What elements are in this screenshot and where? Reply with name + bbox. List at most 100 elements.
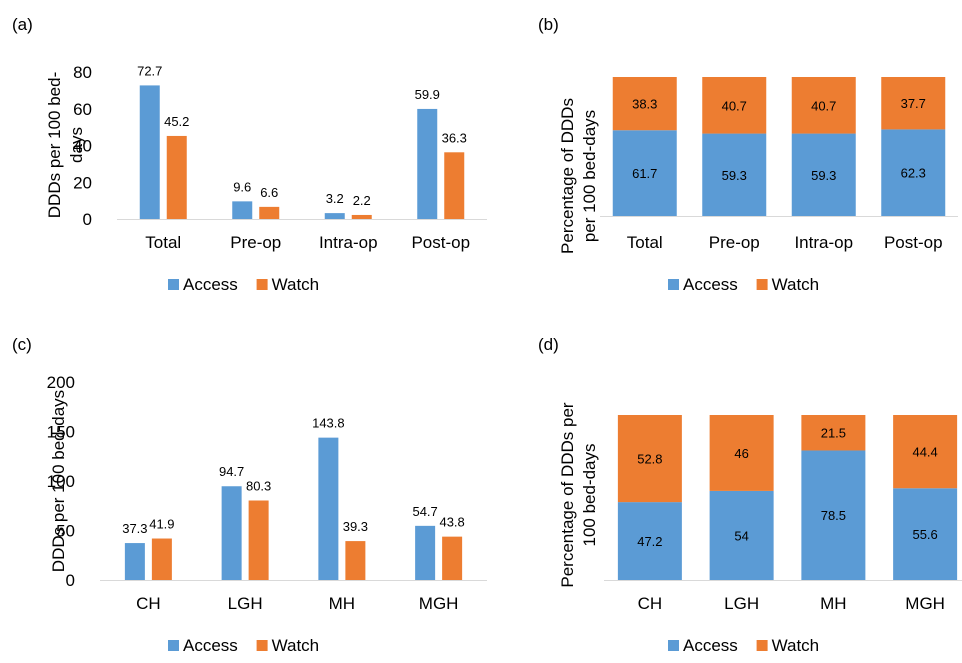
panel-a-legend-label: Access bbox=[183, 275, 238, 294]
panel-a-bar-watch bbox=[444, 152, 465, 219]
panel-d-data-label: 78.5 bbox=[821, 508, 846, 523]
panel-b-legend-swatch-watch bbox=[756, 279, 768, 290]
panel-a-data-label: 36.3 bbox=[442, 130, 467, 145]
panel-c-bar-access bbox=[318, 437, 339, 580]
panel-c-ytick-label: 50 bbox=[56, 522, 75, 541]
panel-c-ytick-label: 150 bbox=[47, 423, 75, 442]
panel-c-legend-label: Watch bbox=[272, 636, 320, 655]
panel-a-ytick-label: 0 bbox=[83, 210, 92, 229]
panel-b-data-label: 59.3 bbox=[722, 168, 747, 183]
panel-a-ytick-label: 40 bbox=[73, 137, 92, 156]
panel-c-legend-swatch-access bbox=[168, 640, 179, 651]
panel-c-bar-access bbox=[415, 525, 436, 580]
panel-c-bar-watch bbox=[248, 500, 269, 580]
panel-a-category-label: Total bbox=[145, 233, 181, 252]
panel-a-data-label: 72.7 bbox=[137, 63, 162, 78]
panel-b-bar-access bbox=[702, 133, 767, 216]
panel-d-data-label: 21.5 bbox=[821, 426, 846, 441]
panel-c-ylabel: DDDs per 100 bed-days bbox=[49, 390, 68, 572]
panel-d-bar-watch bbox=[709, 415, 774, 491]
panel-c-category-label: LGH bbox=[228, 594, 263, 613]
panel-c-bar-watch bbox=[345, 541, 366, 580]
panel-a-bar-watch bbox=[166, 135, 187, 219]
panel-d-ylabel: 100 bed-days bbox=[580, 443, 599, 546]
panel-c-data-label: 80.3 bbox=[246, 479, 271, 494]
panel-c-category-label: MGH bbox=[419, 594, 459, 613]
panel-a-data-label: 3.2 bbox=[326, 191, 344, 206]
panel-b-bar-watch bbox=[881, 77, 946, 130]
panel-c-legend-label: Access bbox=[183, 636, 238, 655]
panel-c-data-label: 94.7 bbox=[219, 464, 244, 479]
panel-b-data-label: 61.7 bbox=[632, 166, 657, 181]
panel-d-label: (d) bbox=[538, 335, 559, 354]
panel-d-bar-watch bbox=[617, 415, 682, 503]
panel-a-legend-label: Watch bbox=[272, 275, 320, 294]
panel-a-legend-swatch-access bbox=[168, 279, 179, 290]
panel-d-category-label: MH bbox=[820, 594, 846, 613]
panel-b-legend-label: Access bbox=[683, 275, 738, 294]
panel-d-bar-access bbox=[893, 488, 958, 580]
panel-b-ylabel: per 100 bed-days bbox=[580, 110, 599, 242]
panel-b-data-label: 40.7 bbox=[811, 98, 836, 113]
panel-a-bar-watch bbox=[351, 214, 372, 219]
panel-b-bar-access bbox=[791, 133, 856, 216]
panel-d-bar-access bbox=[617, 502, 682, 580]
panel-c-label: (c) bbox=[12, 335, 32, 354]
panel-b-bar-access bbox=[612, 130, 677, 216]
panel-a-category-label: Post-op bbox=[411, 233, 470, 252]
panel-a-bar-access bbox=[324, 213, 345, 219]
panel-c-data-label: 39.3 bbox=[343, 519, 368, 534]
panel-a-category-label: Intra-op bbox=[319, 233, 378, 252]
panel-c-data-label: 54.7 bbox=[412, 504, 437, 519]
panel-d-legend-label: Access bbox=[683, 636, 738, 655]
panel-d-data-label: 54 bbox=[734, 528, 748, 543]
panel-b-category-label: Pre-op bbox=[709, 233, 760, 252]
panel-a-ylabel: DDDs per 100 bed- bbox=[45, 72, 64, 218]
panel-a-data-label: 9.6 bbox=[233, 179, 251, 194]
panel-b-bar-access bbox=[881, 129, 946, 216]
panel-c-bar-watch bbox=[442, 536, 463, 580]
panel-d-legend-swatch-watch bbox=[756, 640, 768, 651]
panel-d-data-label: 47.2 bbox=[637, 534, 662, 549]
panel-a-label: (a) bbox=[12, 15, 33, 34]
panel-a-data-label: 2.2 bbox=[353, 193, 371, 208]
panel-b-category-label: Post-op bbox=[884, 233, 943, 252]
panel-b-data-label: 59.3 bbox=[811, 168, 836, 183]
panel-d-category-label: LGH bbox=[724, 594, 759, 613]
panel-b-data-label: 40.7 bbox=[722, 98, 747, 113]
panel-b-ylabel: Percentage of DDDs bbox=[558, 98, 577, 254]
panel-a-ylabel: days bbox=[67, 127, 86, 163]
panel-c-ytick-label: 200 bbox=[47, 373, 75, 392]
panel-b-category-label: Total bbox=[627, 233, 663, 252]
panel-c-bar-access bbox=[221, 486, 242, 580]
panel-c-category-label: CH bbox=[136, 594, 161, 613]
panel-a-legend-swatch-watch bbox=[256, 279, 268, 290]
panel-a-ytick-label: 80 bbox=[73, 63, 92, 82]
panel-c-data-label: 143.8 bbox=[312, 416, 345, 431]
panel-d-bar-watch bbox=[893, 415, 958, 489]
panel-b-bar-watch bbox=[612, 77, 677, 131]
panel-d-category-label: MGH bbox=[905, 594, 945, 613]
panel-c-data-label: 41.9 bbox=[149, 517, 174, 532]
panel-b-data-label: 62.3 bbox=[901, 166, 926, 181]
panel-b-bar-watch bbox=[702, 77, 767, 134]
panel-b-label: (b) bbox=[538, 15, 559, 34]
panel-b-bar-watch bbox=[791, 77, 856, 134]
panel-c-ytick-label: 100 bbox=[47, 472, 75, 491]
panel-d-bar-access bbox=[709, 490, 774, 580]
panel-d-category-label: CH bbox=[638, 594, 663, 613]
panel-a-data-label: 59.9 bbox=[415, 87, 440, 102]
panel-c-data-label: 43.8 bbox=[439, 515, 464, 530]
panel-a-data-label: 45.2 bbox=[164, 114, 189, 129]
panel-a-category-label: Pre-op bbox=[230, 233, 281, 252]
panel-a-data-label: 6.6 bbox=[260, 185, 278, 200]
panel-c-category-label: MH bbox=[329, 594, 355, 613]
panel-d-bar-access bbox=[801, 450, 866, 580]
panel-a-ytick-label: 60 bbox=[73, 100, 92, 119]
panel-b-data-label: 37.7 bbox=[901, 96, 926, 111]
panel-b-data-label: 38.3 bbox=[632, 97, 657, 112]
panel-a-bar-access bbox=[232, 201, 253, 219]
panel-d-data-label: 46 bbox=[734, 446, 748, 461]
panel-d-data-label: 52.8 bbox=[637, 452, 662, 467]
